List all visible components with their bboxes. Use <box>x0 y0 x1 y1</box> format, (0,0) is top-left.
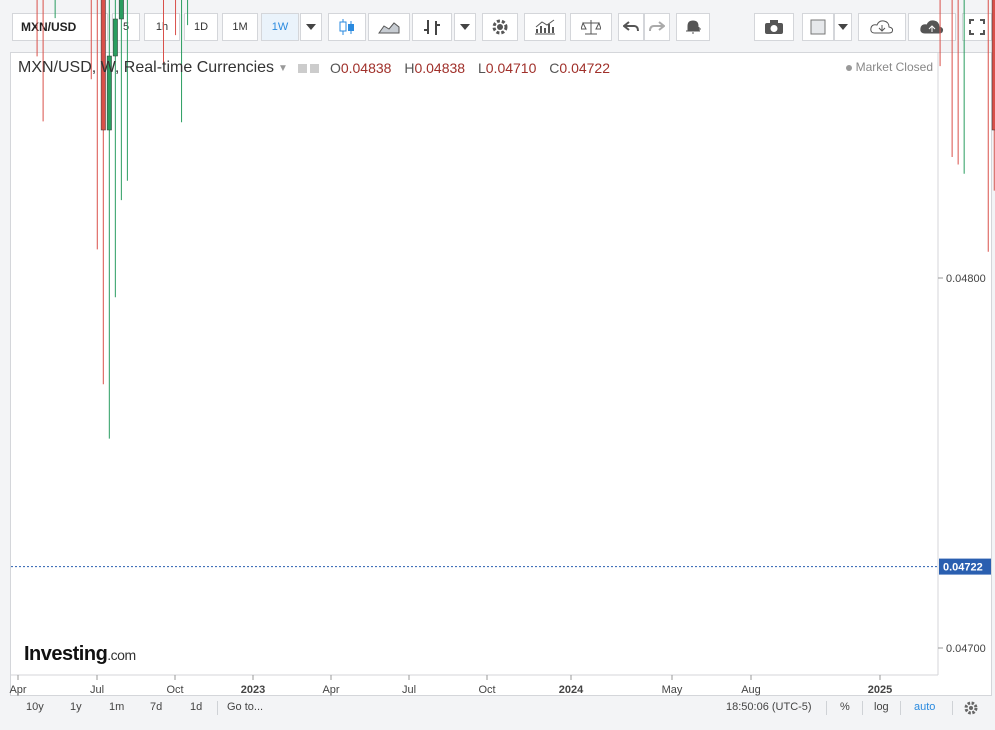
candle-body <box>100 0 106 131</box>
candle-body <box>991 0 995 131</box>
camera-icon <box>765 20 783 34</box>
redo-icon <box>649 21 665 32</box>
chevron-down-icon <box>838 24 848 30</box>
cloud-download-icon <box>870 20 894 34</box>
scales-icon <box>581 20 601 35</box>
redo-button[interactable] <box>644 13 670 41</box>
x-tick-label: Jul <box>90 684 104 696</box>
candles-icon <box>339 19 354 35</box>
chart-type-dropdown-button[interactable] <box>454 13 476 41</box>
x-tick-label: Jul <box>402 684 416 696</box>
candle-body <box>112 18 118 57</box>
market-status: Market Closed <box>845 60 933 74</box>
interval-1w[interactable]: 1W <box>261 13 299 41</box>
divider <box>952 701 953 715</box>
x-tick-label: Apr <box>322 684 339 696</box>
fullscreen-button[interactable] <box>962 13 992 41</box>
x-tick-label: 2024 <box>559 684 584 696</box>
area-icon <box>378 22 400 34</box>
indicators-icon <box>535 19 555 35</box>
add-alert-button[interactable] <box>676 13 710 41</box>
x-tick-label: 2023 <box>241 684 265 696</box>
chart-settings-button[interactable] <box>964 701 978 718</box>
open-label: O <box>329 60 341 76</box>
divider <box>217 701 218 715</box>
legend-close-icon[interactable] <box>309 63 319 73</box>
chevron-down-icon <box>460 24 470 30</box>
undo-icon <box>623 21 639 32</box>
close-label: C <box>549 60 560 76</box>
cloud-upload-icon <box>920 20 944 34</box>
high-label: H <box>404 60 415 76</box>
x-tick-label: May <box>662 684 683 696</box>
chart-legend: MXN/USD, W, Real-time Currencies ▼ O0.04… <box>18 59 619 77</box>
status-dot-icon <box>845 64 852 71</box>
gear-icon <box>492 19 508 35</box>
bars-button[interactable] <box>412 13 452 41</box>
investing-logo: Investing.com <box>24 643 136 665</box>
last-price-badge <box>939 558 991 575</box>
low-value: 0.04710 <box>485 60 537 76</box>
close-value: 0.04722 <box>559 60 610 76</box>
gear-icon <box>964 701 978 715</box>
divider <box>862 701 863 715</box>
chart-area[interactable] <box>10 52 992 696</box>
percent-toggle[interactable]: % <box>840 701 850 713</box>
chevron-down-icon <box>306 24 316 30</box>
chart-title: MXN/USD, W, Real-time Currencies <box>18 59 275 76</box>
color-picker-button[interactable] <box>802 13 834 41</box>
goto-button[interactable]: Go to... <box>227 701 264 713</box>
low-label: L <box>477 60 486 76</box>
area-chart-button[interactable] <box>368 13 410 41</box>
y-tick-label: 0.04800 <box>946 273 986 285</box>
range-1d[interactable]: 1d <box>190 701 203 713</box>
candle-body <box>118 0 124 20</box>
fullscreen-icon <box>969 19 985 35</box>
last-price-label: 0.04722 <box>943 562 983 574</box>
high-value: 0.04838 <box>414 60 466 76</box>
range-1y[interactable]: 1y <box>70 701 82 713</box>
interval-1h[interactable]: 1h <box>144 13 180 41</box>
save-layout-button[interactable] <box>908 13 956 41</box>
legend-caret-icon[interactable]: ▼ <box>278 62 288 74</box>
auto-scale-toggle[interactable]: auto <box>914 701 936 713</box>
undo-button[interactable] <box>618 13 644 41</box>
compare-button[interactable] <box>570 13 612 41</box>
x-tick-label: Oct <box>166 684 183 696</box>
legend-settings-icon[interactable] <box>297 63 307 73</box>
range-7d[interactable]: 7d <box>150 701 163 713</box>
range-10y[interactable]: 10y <box>26 701 44 713</box>
settings-button[interactable] <box>482 13 518 41</box>
candles-button[interactable] <box>328 13 366 41</box>
interval-1m[interactable]: 1M <box>222 13 258 41</box>
x-tick-label: Aug <box>741 684 761 696</box>
interval-dropdown-button[interactable] <box>300 13 322 41</box>
alert-bell-icon <box>686 20 701 34</box>
ohlc-values: O0.04838 H0.04838 L0.04710 C0.04722 <box>330 60 619 76</box>
x-tick-label: Apr <box>9 684 26 696</box>
x-tick-label: Oct <box>478 684 495 696</box>
divider <box>900 701 901 715</box>
candle-body <box>106 55 112 131</box>
screenshot-button[interactable] <box>754 13 794 41</box>
color-dropdown-button[interactable] <box>834 13 852 41</box>
clock-readout: 18:50:06 (UTC-5) <box>726 701 812 713</box>
x-tick-label: 2025 <box>868 684 892 696</box>
range-1m[interactable]: 1m <box>109 701 125 713</box>
indicators-button[interactable] <box>524 13 566 41</box>
top-toolbar: MXN/USD 5 1h 1D 1M 1W <box>0 0 995 52</box>
bars-icon <box>424 20 440 35</box>
log-toggle[interactable]: log <box>874 701 889 713</box>
open-value: 0.04838 <box>340 60 392 76</box>
load-layout-button[interactable] <box>858 13 906 41</box>
color-square-icon <box>810 19 826 35</box>
symbol-input[interactable]: MXN/USD <box>12 13 108 41</box>
y-tick-label: 0.04700 <box>946 643 986 655</box>
interval-1d[interactable]: 1D <box>184 13 218 41</box>
divider <box>826 701 827 715</box>
bottom-bar: 10y 1y 1m 7d 1d Go to... 18:50:06 (UTC-5… <box>10 697 992 721</box>
